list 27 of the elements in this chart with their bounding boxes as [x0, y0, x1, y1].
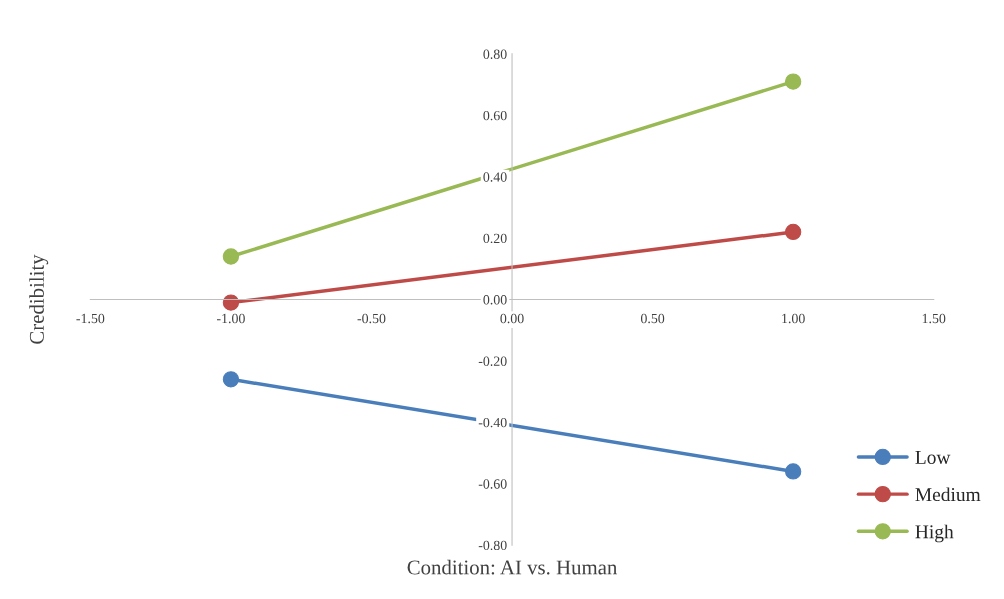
x-tick-label: -1.50 [76, 313, 105, 324]
y-tick-label: -0.20 [478, 356, 507, 366]
x-tick-label: -1.00 [216, 313, 245, 324]
x-tick-label: 0.50 [640, 313, 665, 324]
y-tick-label: -0.60 [478, 479, 507, 489]
x-axis-title: Condition: AI vs. Human [407, 559, 618, 575]
y-tick-label: -0.40 [478, 417, 507, 428]
legend-label: Medium [915, 487, 981, 502]
point [785, 463, 802, 480]
y-tick-label: 0.60 [483, 110, 507, 121]
y-axis-title: Credibility [29, 254, 49, 344]
point [222, 294, 240, 311]
x-tick-label: 1.00 [782, 313, 805, 324]
point [785, 223, 802, 241]
y-tick-label: 0.80 [483, 49, 507, 59]
legend-label: Low [915, 451, 951, 464]
y-tick-label: 0.00 [483, 295, 507, 305]
x-tick-label: -0.50 [357, 313, 386, 324]
x-tick-label: 0.00 [500, 313, 524, 324]
y-tick-label: 0.40 [483, 172, 507, 182]
legend-label: High [915, 524, 954, 543]
point [785, 73, 802, 90]
y-tick-label: 0.20 [483, 233, 507, 244]
y-tick-label: -0.80 [478, 540, 507, 551]
x-tick-label: 1.50 [922, 313, 946, 324]
point [222, 248, 240, 265]
point [222, 371, 240, 388]
